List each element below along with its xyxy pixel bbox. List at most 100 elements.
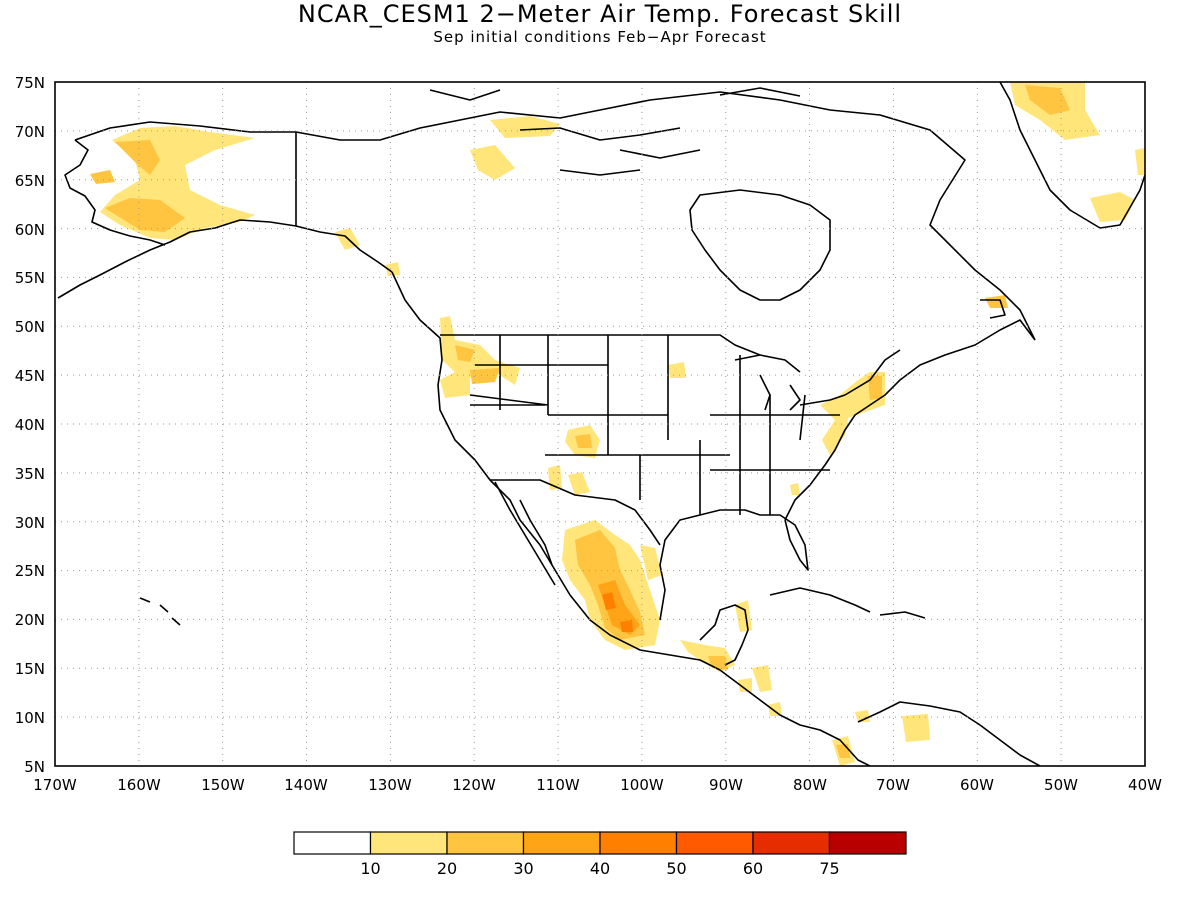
colorbar-swatch: [599, 831, 678, 855]
colorbar-swatch: [446, 831, 525, 855]
shade-yucatan: [735, 600, 752, 632]
lon-tick-label: 50W: [1044, 776, 1078, 794]
lat-tick-label: 25N: [15, 562, 45, 580]
shade-southwest: [548, 465, 562, 490]
shade-nicaragua: [738, 678, 752, 692]
colorbar-swatch: [293, 831, 372, 855]
shade-alaska-inner-2: [105, 198, 185, 232]
lon-tick-label: 100W: [620, 776, 664, 794]
lat-tick-label: 45N: [15, 367, 45, 385]
lon-tick-label: 150W: [201, 776, 245, 794]
gridlines: [55, 82, 1145, 766]
coast-greenland: [999, 82, 1145, 229]
lon-tick-label: 170W: [33, 776, 77, 794]
coast-newfoundland: [980, 299, 1006, 319]
shade-pacific-nw-inner-2: [470, 368, 500, 384]
border-us-canada: [440, 334, 901, 396]
shade-colorado-inner: [575, 434, 592, 448]
coast-alaska: [57, 121, 393, 299]
colorbar-label: 50: [666, 859, 686, 878]
lat-tick-label: 40N: [15, 416, 45, 434]
lat-tick-label: 75N: [15, 74, 45, 92]
shade-venezuela: [902, 714, 930, 742]
shade-northeast: [820, 372, 885, 455]
shade-greenland-inner: [1025, 85, 1070, 115]
colorbar-swatch: [522, 831, 601, 855]
coast-pacific: [391, 271, 871, 766]
shade-canada-arctic-2: [470, 145, 515, 180]
coast-atlantic: [784, 319, 1036, 521]
lon-tick-label: 90W: [709, 776, 743, 794]
coast-arctic-islands: [429, 87, 801, 176]
colorbar-label: 60: [743, 859, 763, 878]
shade-canada-arctic: [490, 116, 560, 138]
shade-alaska-inner: [115, 140, 160, 175]
lat-axis: 75N 70N 65N 60N 55N 50N 45N 40N 35N 30N …: [15, 74, 45, 776]
lon-tick-label: 130W: [368, 776, 412, 794]
shade-alaska-west: [90, 170, 115, 184]
lon-tick-label: 40W: [1128, 776, 1162, 794]
coast-canada-north: [295, 91, 1036, 341]
lat-tick-label: 15N: [15, 660, 45, 678]
lat-tick-label: 35N: [15, 465, 45, 483]
shade-texas-coast: [640, 545, 662, 580]
shade-great-plains: [668, 362, 686, 378]
coast-yucatan: [699, 604, 749, 666]
shade-mexico-peak: [602, 592, 616, 610]
shade-panama: [768, 702, 782, 716]
shade-pacific-nw: [440, 316, 520, 398]
shade-southwest-2: [568, 472, 590, 495]
lon-tick-label: 80W: [793, 776, 827, 794]
coast-baja: [494, 481, 556, 586]
colorbar-swatch: [828, 831, 907, 855]
lon-tick-label: 60W: [960, 776, 994, 794]
colorbar-label: 20: [437, 859, 457, 878]
shade-southeast: [790, 483, 800, 495]
lat-tick-label: 20N: [15, 611, 45, 629]
lon-tick-label: 140W: [284, 776, 328, 794]
lat-tick-label: 55N: [15, 269, 45, 287]
colorbar-swatch: [369, 831, 448, 855]
shade-central-america-inner: [708, 656, 728, 670]
coast-hawaii: [139, 597, 181, 626]
lon-axis: 170W 160W 150W 140W 130W 120W 110W 100W …: [33, 776, 1162, 794]
coast-south-america: [857, 701, 1041, 766]
lon-tick-label: 70W: [876, 776, 910, 794]
plot-frame: [54, 81, 1146, 767]
colorbar-label: 40: [590, 859, 610, 878]
shade-greenland-e: [1135, 148, 1145, 175]
shade-northeast-inner: [868, 376, 882, 400]
coast-hispaniola: [879, 611, 926, 619]
lat-tick-label: 60N: [15, 221, 45, 239]
lat-tick-label: 70N: [15, 123, 45, 141]
lat-tick-label: 30N: [15, 514, 45, 532]
shade-labrador: [985, 295, 1008, 308]
colorbar-label: 10: [360, 859, 380, 878]
coast-hudson-bay: [689, 189, 831, 301]
coastlines: [57, 82, 1145, 766]
lat-tick-label: 5N: [24, 758, 45, 776]
lat-tick-label: 10N: [15, 709, 45, 727]
shade-mexico-peak-2: [620, 620, 633, 632]
colorbar: 10 20 30 40 50 60 75: [293, 831, 907, 878]
shade-bc-coast-2: [385, 262, 400, 276]
colorbar-swatch: [675, 831, 754, 855]
border-states: [469, 335, 840, 515]
lat-tick-label: 50N: [15, 318, 45, 336]
lon-tick-label: 120W: [452, 776, 496, 794]
shade-pacific-nw-inner: [455, 345, 475, 362]
map-title: NCAR_CESM1 2−Meter Air Temp. Forecast Sk…: [297, 0, 903, 28]
coast-gulf: [659, 509, 809, 621]
lon-tick-label: 160W: [117, 776, 161, 794]
shade-greenland-se: [1090, 192, 1135, 222]
lat-tick-label: 65N: [15, 172, 45, 190]
lon-tick-label: 110W: [536, 776, 580, 794]
border-us-mexico: [490, 479, 661, 546]
shade-honduras: [752, 665, 772, 692]
colorbar-label: 75: [819, 859, 839, 878]
colorbar-label: 30: [513, 859, 533, 878]
colorbar-swatch: [752, 831, 831, 855]
skill-shading: [90, 82, 1145, 766]
coast-cuba: [769, 587, 871, 613]
